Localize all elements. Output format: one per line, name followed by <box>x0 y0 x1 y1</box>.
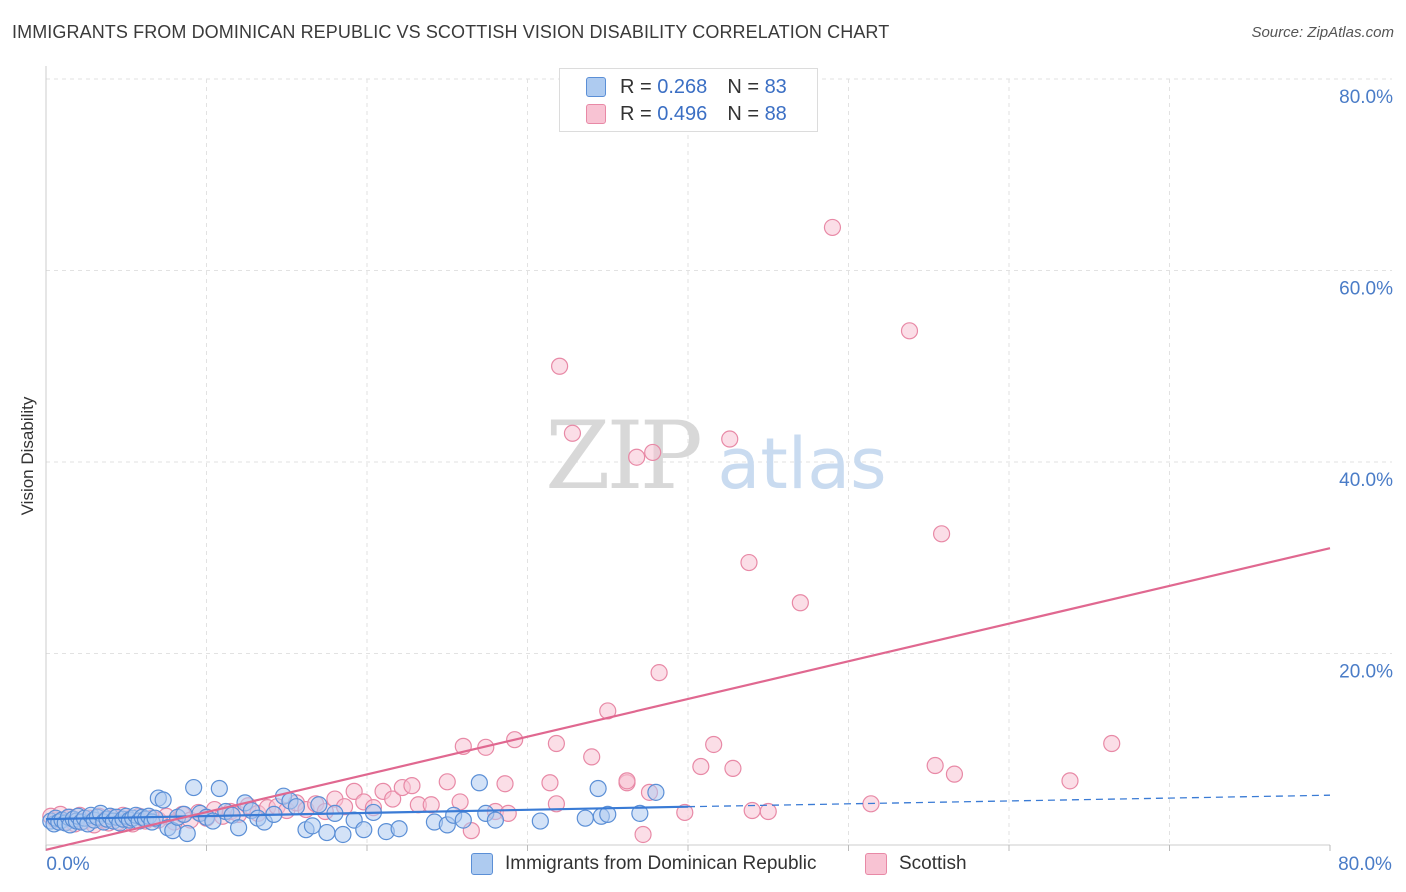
watermark-atlas: atlas <box>717 423 886 505</box>
data-point <box>422 796 440 814</box>
data-point <box>175 805 193 823</box>
data-point <box>1061 772 1079 790</box>
legend-n-label: N = <box>727 75 759 98</box>
data-point <box>384 790 402 808</box>
data-point <box>631 804 649 823</box>
x-tick-labels: 0.0% 80.0% <box>46 854 1392 875</box>
data-point <box>676 803 694 822</box>
legend-n-value: 88 <box>764 102 787 125</box>
data-point <box>178 824 196 843</box>
bottom-legend-dominican: Immigrants from Dominican Republic <box>471 851 817 877</box>
data-point <box>759 802 777 821</box>
series-dominican-points <box>42 774 665 844</box>
data-point <box>210 779 228 798</box>
data-point <box>230 819 248 837</box>
data-point <box>932 525 951 543</box>
bottom-legend-swatch-blue <box>471 853 493 875</box>
trend-lines <box>45 547 1331 851</box>
legend-swatch-blue <box>586 77 606 97</box>
chart-title: IMMIGRANTS FROM DOMINICAN REPUBLIC VS SC… <box>12 22 890 42</box>
x-tick-max: 80.0% <box>1338 854 1392 875</box>
data-point <box>583 748 601 766</box>
data-point <box>438 773 456 791</box>
legend-swatch-pink <box>586 104 606 124</box>
legend-r-label: R = <box>620 102 652 125</box>
data-point <box>547 734 565 753</box>
data-point <box>541 774 559 792</box>
axes <box>45 66 1331 851</box>
watermark-zip: ZIP <box>545 402 699 511</box>
y-tick-label: 80.0% <box>1339 87 1393 108</box>
data-point <box>550 357 569 375</box>
data-point <box>287 798 305 816</box>
data-point <box>470 774 488 792</box>
data-point <box>900 322 919 340</box>
data-point <box>486 811 504 829</box>
data-point <box>154 791 172 809</box>
series-scottish-points <box>42 218 1121 844</box>
legend-row-dominican: R = 0.268 N = 83 <box>586 75 787 99</box>
data-point <box>926 756 944 775</box>
data-point <box>547 795 565 813</box>
y-tick-label: 40.0% <box>1339 470 1393 491</box>
data-point <box>823 218 842 237</box>
data-point <box>576 809 594 827</box>
y-tick-labels: 20.0% 40.0% 60.0% 80.0% <box>1339 87 1393 683</box>
data-point <box>644 443 662 462</box>
bottom-legend-label-dominican: Immigrants from Dominican Republic <box>505 853 817 874</box>
data-point <box>945 765 964 783</box>
trend-line-blue <box>45 805 689 821</box>
data-point <box>650 664 668 682</box>
legend-r-value: 0.268 <box>657 75 708 98</box>
x-tick-min: 0.0% <box>46 854 89 875</box>
bottom-legend-swatch-pink <box>865 853 887 875</box>
data-point <box>345 782 363 800</box>
trend-line-pink <box>45 547 1331 851</box>
data-point <box>310 796 328 814</box>
y-tick-label: 20.0% <box>1339 662 1393 683</box>
data-point <box>705 735 723 754</box>
data-point <box>185 778 203 797</box>
data-point <box>303 817 322 835</box>
legend-row-scottish: R = 0.496 N = 88 <box>586 102 787 126</box>
bottom-legend-scottish: Scottish <box>865 851 967 877</box>
data-point <box>334 825 352 844</box>
data-point <box>531 812 549 830</box>
legend-r-value: 0.496 <box>657 102 708 125</box>
data-point <box>318 823 336 842</box>
data-point <box>692 757 710 776</box>
legend-n-value: 83 <box>764 75 787 98</box>
grid-lines <box>46 78 1392 845</box>
legend-r-label: R = <box>620 75 652 98</box>
bottom-legend-label-scottish: Scottish <box>899 853 967 874</box>
watermark: ZIP atlas <box>545 402 886 511</box>
data-point <box>740 553 758 572</box>
data-point <box>721 430 739 448</box>
legend-n-label: N = <box>727 102 759 125</box>
data-point <box>454 811 472 829</box>
data-point <box>647 783 665 801</box>
data-point <box>563 424 582 442</box>
data-point <box>599 805 617 823</box>
y-axis-label: Vision Disability <box>18 396 37 516</box>
data-point <box>618 772 636 790</box>
data-point <box>355 821 373 839</box>
data-point <box>1103 734 1121 753</box>
data-point <box>390 820 408 838</box>
chart-source: Source: ZipAtlas.com <box>1251 24 1394 41</box>
data-point <box>496 775 514 793</box>
data-point <box>403 777 421 795</box>
data-point <box>628 448 646 466</box>
data-point <box>589 779 607 798</box>
y-tick-label: 60.0% <box>1339 279 1393 300</box>
data-point <box>791 594 809 612</box>
data-point <box>634 825 652 844</box>
legend: R = 0.268 N = 83 R = 0.496 N = 88 <box>559 68 818 132</box>
data-point <box>724 759 742 778</box>
